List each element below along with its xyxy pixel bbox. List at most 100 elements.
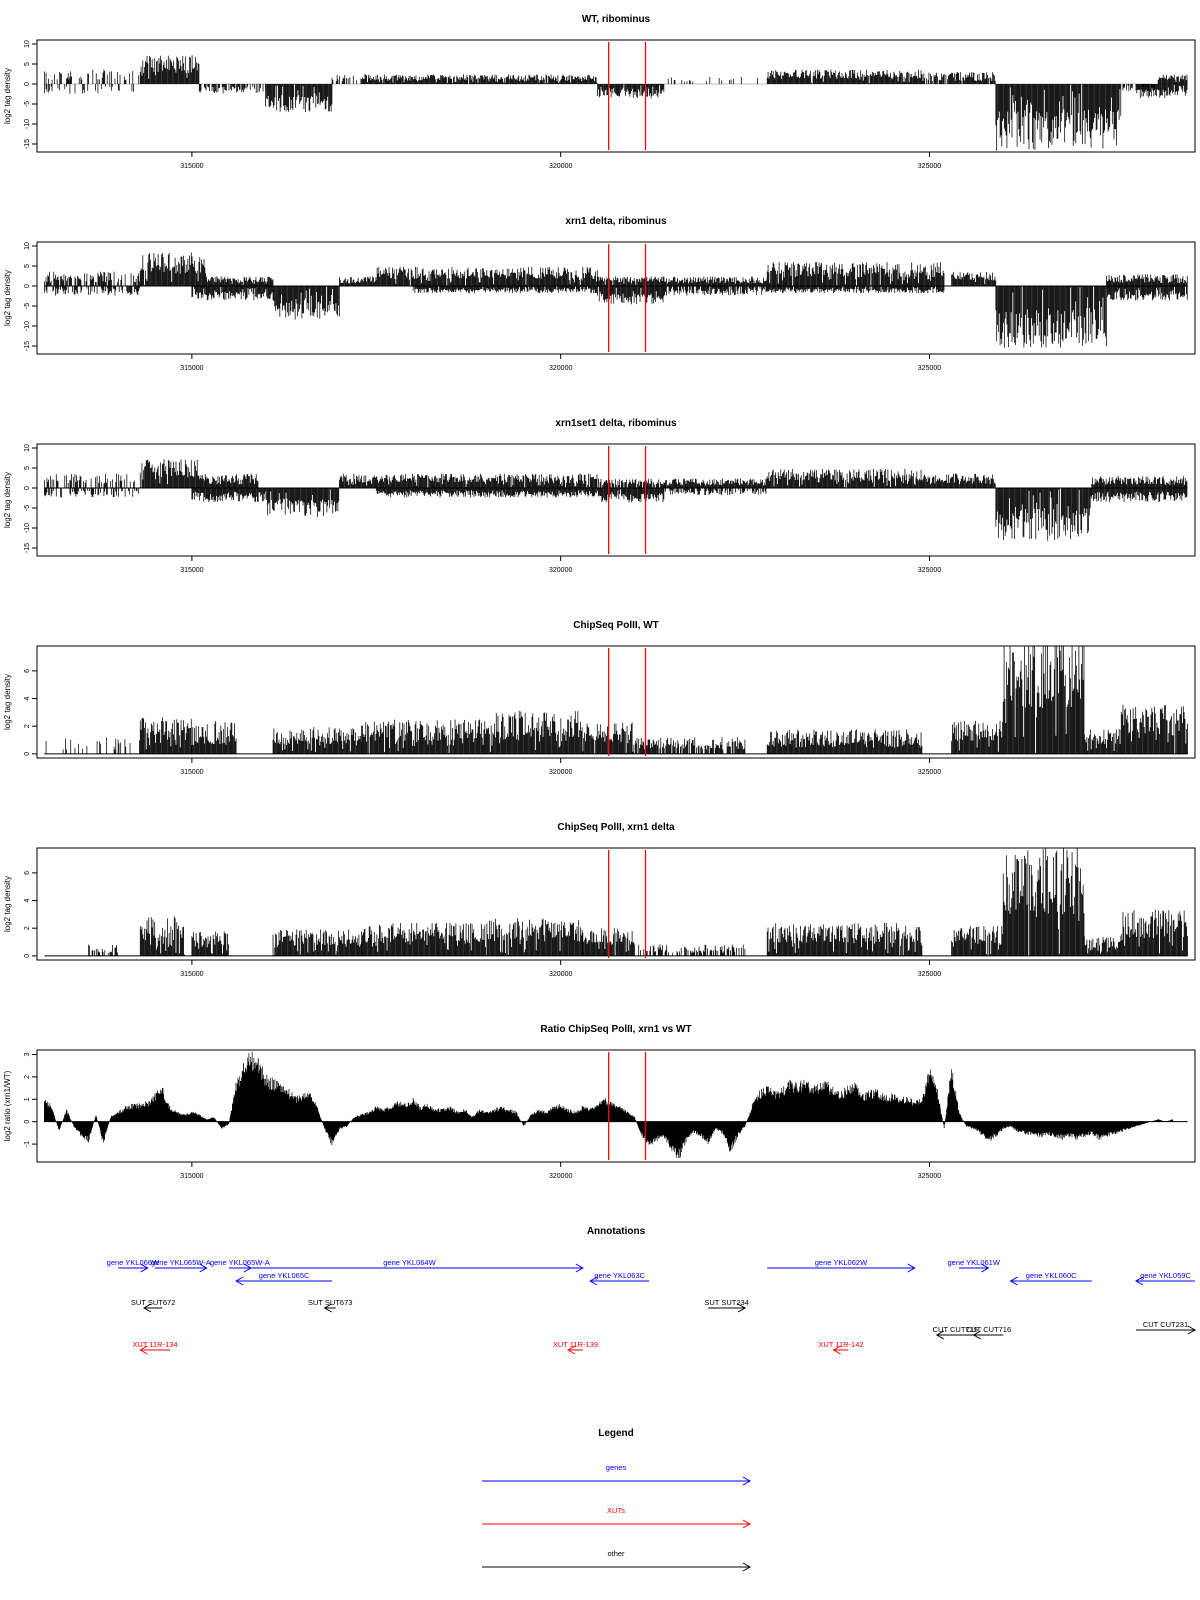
plot-frame [36,1049,1196,1163]
signal-bars [597,276,665,286]
signal-segment [375,488,598,498]
y-tick-label: 2 [24,926,31,930]
signal-bars [88,944,118,956]
y-tick-label: -15 [24,139,31,149]
arrow-head [323,1303,332,1313]
feature-label: gene YKL061W [948,1258,1001,1267]
signal-segment [412,286,598,294]
signal-bars [1120,704,1188,754]
feature-label: gene YKL063C [594,1271,645,1280]
feature-label: gene YKL065C [259,1271,310,1280]
annotation-feature: gene YKL063C [589,1271,650,1286]
annotation-feature: SUT SUT234 [704,1298,749,1313]
panel-title: ChipSeq PolII, xrn1 delta [557,822,675,833]
arrow-head [1134,1276,1144,1286]
signal-bars [486,710,583,754]
signal-bars [1083,936,1122,956]
y-tick-label: 6 [24,669,31,673]
signal-segment [486,710,583,754]
signal-segment [44,488,140,498]
feature-arrow [323,1303,336,1313]
feature-label: XUT 11R-142 [818,1340,863,1349]
plot-frame [36,241,1196,355]
y-tick-label: 0 [24,82,31,86]
signal-bars [582,928,635,956]
feature-arrow [589,1276,650,1286]
legend-panel: Legend genes XUTs other [482,1428,752,1572]
y-tick-label: 5 [24,264,31,268]
track-panel: xrn1set1 delta, ribominus log2 tag densit… [3,418,1196,574]
signal-segment [766,262,945,286]
signal-segment [1083,729,1122,754]
arrow-head [139,1345,148,1355]
x-tick-label: 315000 [180,567,203,574]
feature-label: gene YKL065W-A [210,1258,270,1267]
feature-arrow [155,1263,208,1273]
feature-arrow [142,1303,163,1313]
signal-bars [995,286,1107,348]
feature-label: gene YKL066W [107,1258,160,1267]
y-tick-label: 3 [24,1052,31,1056]
plot-frame [36,847,1196,961]
signal-segment [361,74,598,84]
signal-bars [597,84,665,99]
signal-segment [139,252,207,286]
signal-segment [995,488,1092,541]
signal-segment [331,74,362,84]
feature-label: CUT CUT715 [933,1325,978,1334]
feature-label: SUT SUT234 [704,1298,748,1307]
y-tick-label: 5 [24,62,31,66]
signal-bars [995,488,1092,541]
annotation-feature: gene YKL065C [235,1271,333,1286]
signal-bars [198,84,266,94]
y-tick-label: -10 [24,119,31,129]
annotation-feature: CUT CUT715 [933,1325,978,1340]
signal-bars [1157,74,1188,84]
arrow-head [742,1562,752,1572]
arrow-head [589,1276,598,1286]
signal-segment [1120,909,1188,956]
arrow-head [907,1263,916,1273]
signal-segment [1135,84,1188,99]
signal-bars [598,478,665,488]
signal-bars [265,488,340,517]
arrow-head [972,1330,981,1340]
y-tick-label: 10 [24,242,31,250]
annotation-feature: CUT CUT231 [1135,1320,1197,1335]
arrow-head [737,1303,747,1313]
signal-segment [139,717,192,754]
feature-arrow [972,1330,1004,1340]
signal-bars [191,720,237,754]
annotation-feature: gene YKL066W [107,1258,160,1273]
arrow-head [742,1519,752,1529]
arrow-head [1009,1276,1018,1286]
signal-bars [139,252,207,286]
arrow-head [235,1276,244,1286]
signal-segment [1120,704,1188,754]
annotation-feature: SUT SUT673 [308,1298,352,1313]
signal-segment [339,473,598,488]
data-marks [44,459,1188,541]
signal-bars [361,922,487,956]
signal-segment [198,84,266,94]
x-tick-label: 320000 [549,769,572,776]
signal-bars [139,717,192,754]
legend-title: Legend [598,1428,634,1439]
annotation-feature: XUT 11R-134 [132,1340,178,1355]
x-tick-label: 325000 [918,365,941,372]
signal-segment [44,286,140,296]
signal-bars [361,74,598,84]
y-tick-label: 0 [24,954,31,958]
x-tick-label: 315000 [180,365,203,372]
signal-bars [44,286,140,296]
annotation-feature: SUT SUT672 [131,1298,175,1313]
signal-bars [375,488,598,498]
x-tick-label: 320000 [549,365,572,372]
signal-bars [486,918,583,956]
feature-label: gene YKL062W [815,1258,868,1267]
signal-segment [1091,488,1188,503]
legend-item: XUTs [482,1506,752,1529]
signal-segment [486,918,583,956]
signal-segment [597,84,665,99]
legend-arrow [482,1519,752,1529]
